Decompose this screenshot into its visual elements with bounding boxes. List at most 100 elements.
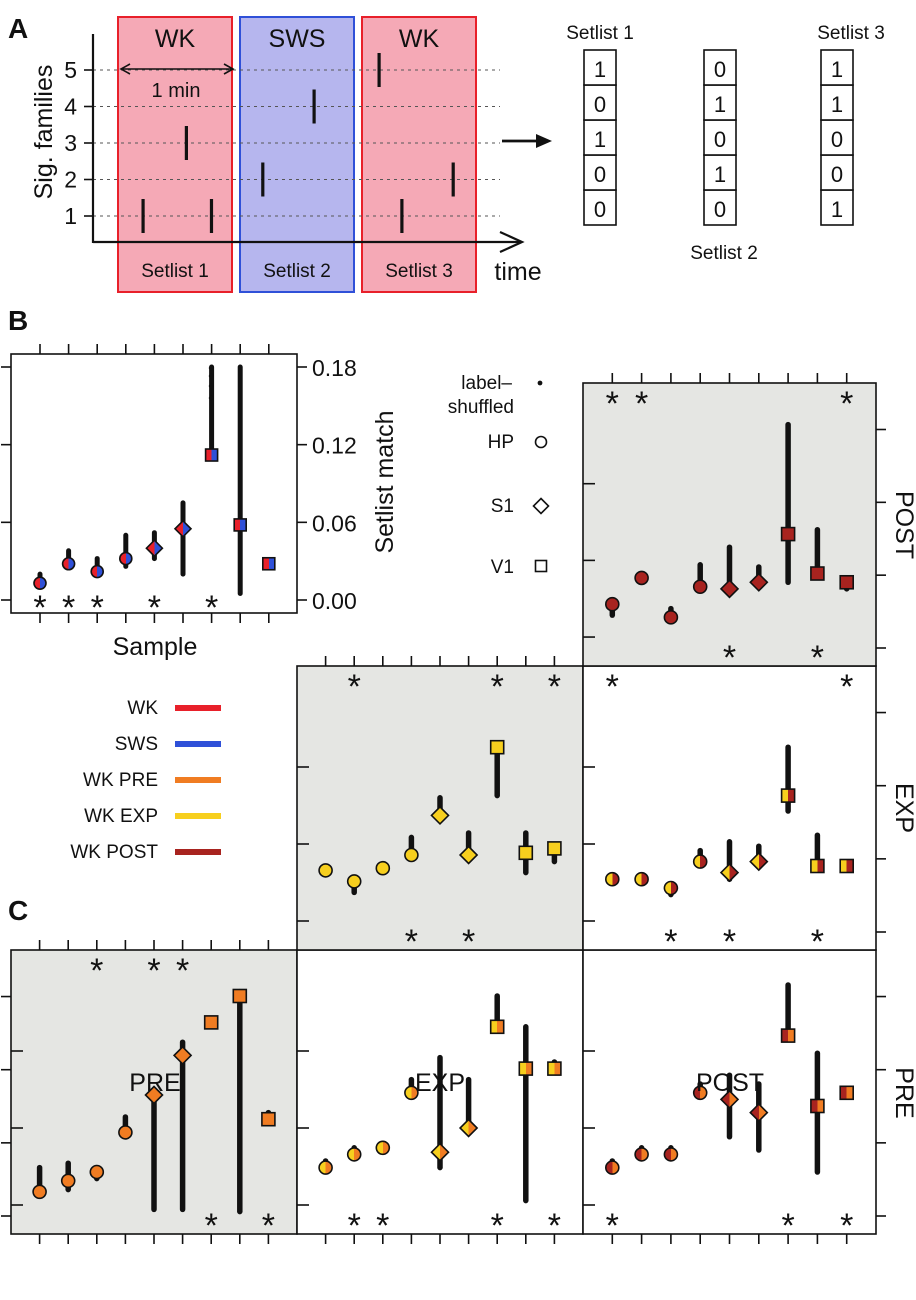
setlist-cell: [583, 154, 617, 191]
setlist-value: 0: [594, 197, 606, 222]
data-marker: [663, 610, 679, 625]
epoch-box-3: [361, 16, 477, 293]
panel-c-post-post: * * * * *: [582, 373, 886, 677]
epoch-box-1: [117, 16, 233, 293]
data-marker: [203, 1015, 219, 1030]
data-marker: [719, 862, 740, 883]
legend-diamond-marker: [532, 497, 550, 515]
data-marker: [749, 572, 769, 592]
panel-b-xlabel: Sample: [113, 633, 198, 661]
significance-star: *: [148, 589, 161, 627]
legend-square-marker: [534, 559, 548, 573]
setlist-cell: [820, 49, 854, 86]
setlist-value: 1: [594, 127, 606, 152]
outlier-dot: [208, 373, 214, 379]
significance-star: *: [723, 923, 736, 961]
significance-star: *: [376, 1207, 389, 1245]
shape-legend: label– shuffled HP S1 V1: [448, 373, 550, 578]
panel-c-exp-exp: * * * * *: [296, 656, 584, 961]
data-marker: [810, 1098, 825, 1114]
to-setlist-arrowhead: [536, 134, 552, 148]
epoch-state-label-1: WK: [155, 25, 196, 53]
family-tick-label-4: 4: [64, 94, 77, 120]
legend-color-label-wk_exp: WK EXP: [84, 806, 158, 827]
data-marker: [261, 556, 276, 571]
data-marker: [663, 880, 679, 896]
legend-label-shuffled: label–: [461, 373, 512, 394]
family-tick-label-2: 2: [64, 167, 77, 193]
data-marker: [634, 1147, 649, 1162]
setlist-title-2: Setlist 2: [690, 243, 758, 264]
setlist-cell: [703, 154, 737, 191]
outlier-dot: [208, 365, 214, 371]
data-marker: [144, 1085, 164, 1105]
significance-star: *: [548, 1207, 561, 1245]
data-marker: [346, 874, 362, 889]
epoch-setlist-label-2: Setlist 2: [263, 261, 331, 282]
data-marker: [32, 1184, 47, 1200]
significance-star: *: [62, 589, 75, 627]
legend-shape-label-v1: V1: [491, 557, 514, 578]
data-marker: [547, 1061, 562, 1076]
row-label-pre: PRE: [890, 1067, 916, 1118]
color-legend: WK SWS WK PRE WK EXP WK POST: [70, 698, 221, 863]
significance-star: *: [606, 668, 619, 706]
outlier-dot: [208, 395, 214, 401]
data-marker: [810, 566, 825, 581]
data-marker: [719, 1089, 740, 1110]
legend-label-shuffled-2: shuffled: [448, 397, 514, 418]
significance-star: *: [606, 1207, 619, 1245]
data-marker: [719, 579, 740, 599]
panel-b-ytick-label: 0.18: [312, 355, 357, 381]
setlist-title-3: Setlist 3: [817, 23, 885, 44]
data-marker: [458, 1118, 479, 1138]
significance-star: *: [90, 952, 103, 990]
setlist-value: 0: [831, 127, 843, 152]
col-label-exp: EXP: [415, 1069, 465, 1097]
data-marker: [810, 858, 825, 874]
panel-a-ylabel: Sig. families: [30, 65, 58, 200]
setlist-cell: [703, 49, 737, 86]
setlist-value: 0: [714, 57, 726, 82]
setlist-value: 0: [831, 162, 843, 187]
data-marker: [663, 1147, 679, 1162]
setlist-cell: [583, 119, 617, 156]
significance-star: *: [91, 589, 104, 627]
panel-frame: [582, 382, 877, 667]
data-marker: [375, 860, 391, 876]
significance-star: *: [147, 952, 160, 990]
data-marker: [839, 858, 855, 874]
row-label-exp: EXP: [890, 783, 916, 833]
data-marker: [430, 1142, 450, 1162]
panel-b-frame: [10, 353, 298, 614]
setlist-cell: [583, 49, 617, 86]
data-marker: [692, 579, 708, 594]
legend-color-label-wk_pre: WK PRE: [83, 770, 158, 791]
data-marker: [780, 526, 796, 542]
data-marker: [604, 1160, 620, 1175]
family-tick-label-3: 3: [64, 130, 77, 156]
epoch-state-label-2: SWS: [269, 25, 326, 53]
duration-arrowhead-right: [223, 63, 235, 75]
data-marker: [518, 1061, 534, 1076]
epoch-setlist-label-3: Setlist 3: [385, 261, 453, 282]
time-label: time: [494, 258, 541, 286]
significance-star: *: [723, 639, 736, 677]
setlist-cell: [703, 189, 737, 226]
significance-star: *: [781, 1207, 794, 1245]
data-marker: [749, 1102, 769, 1123]
significance-star: *: [840, 385, 853, 423]
data-marker: [61, 556, 76, 571]
time-arrowhead: [499, 230, 525, 254]
significance-star: *: [840, 1207, 853, 1245]
setlist-value: 1: [594, 57, 606, 82]
epoch-setlist-label-1: Setlist 1: [141, 261, 209, 282]
legend-color-label-wk_post: WK POST: [70, 842, 158, 863]
setlist-value: 0: [714, 127, 726, 152]
duration-label: 1 min: [152, 80, 201, 102]
data-marker: [33, 576, 47, 590]
legend-shape-label-hp: HP: [488, 432, 514, 453]
significance-star: *: [33, 589, 46, 627]
legend-circle-marker: [534, 435, 548, 449]
